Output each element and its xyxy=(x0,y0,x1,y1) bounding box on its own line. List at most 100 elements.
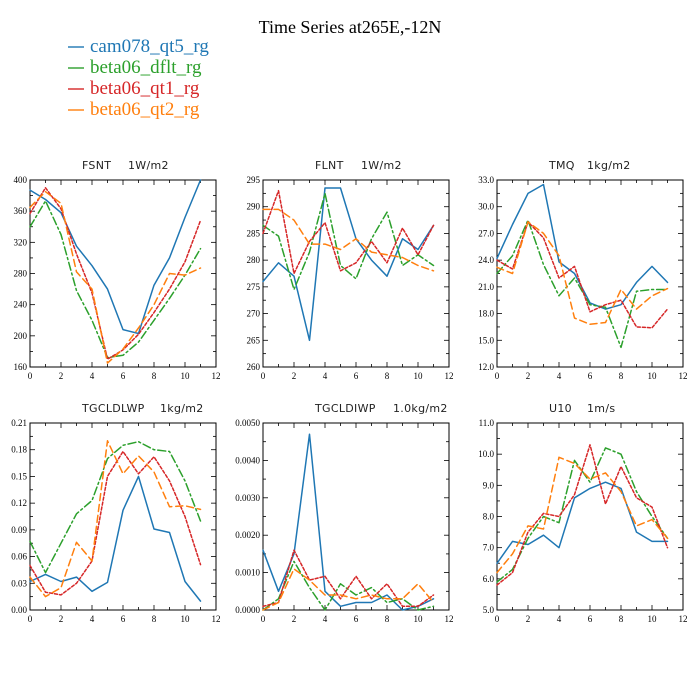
x-tick-label: 2 xyxy=(292,614,297,624)
y-tick-label: 160 xyxy=(14,362,28,372)
figure-title: Time Series at265E,-12N xyxy=(259,17,442,37)
series-line-beta06_qt2_rg xyxy=(29,440,202,598)
panel-units: 1W/m2 xyxy=(128,159,169,172)
y-tick-label: 0.0000 xyxy=(235,605,260,615)
x-tick-label: 2 xyxy=(526,614,531,624)
x-tick-label: 8 xyxy=(152,614,157,624)
x-tick-label: 10 xyxy=(181,371,191,381)
x-tick-label: 12 xyxy=(212,614,221,624)
x-tick-label: 8 xyxy=(619,371,624,381)
panels: FSNT 1W/m20 2 4 6 8 10 12160200240280320360400F… xyxy=(11,159,687,624)
series-line-beta06_qt2_rg xyxy=(262,568,435,611)
x-tick-label: 6 xyxy=(354,371,359,381)
y-tick-label: 400 xyxy=(14,175,28,185)
y-tick-label: 360 xyxy=(14,206,28,216)
legend-label: beta06_qt2_rg xyxy=(90,99,200,120)
y-tick-label: 21.0 xyxy=(478,282,494,292)
panel-tmq: TMQ 1kg/m2 0 2 4 6 8 10 12 12.0 15.0 18.0 21.0 24.0 27… xyxy=(478,159,687,381)
x-tick-label: 4 xyxy=(557,371,562,381)
x-tick-label: 12 xyxy=(679,614,688,624)
x-tick-label: 6 xyxy=(121,614,126,624)
panel-units: 1W/m2 xyxy=(361,159,402,172)
panel-title: TGCLDLWP xyxy=(81,402,145,415)
y-tick-label: 320 xyxy=(14,237,28,247)
series-line-beta06_qt1_rg xyxy=(262,549,435,608)
y-tick-label: 10.0 xyxy=(478,449,494,459)
y-tick-label: 0.03 xyxy=(11,578,27,588)
series-line-beta06_qt2_rg xyxy=(496,456,669,574)
y-tick-label: 33.0 xyxy=(478,175,494,185)
series-line-cam078_qt5_rg xyxy=(496,481,669,565)
x-tick-label: 8 xyxy=(385,371,390,381)
x-tick-label: 12 xyxy=(212,371,221,381)
x-tick-label: 4 xyxy=(557,614,562,624)
y-tick-label: 240 xyxy=(14,300,28,310)
y-tick-label: 0.18 xyxy=(11,445,27,455)
y-tick-label: 270 xyxy=(247,309,261,319)
series-line-beta06_dflt_rg xyxy=(29,440,202,574)
panel-fsnt: FSNT 1W/m2 0 2 4 6 8 10 12 160 200 240 280 320 360 400 xyxy=(14,159,221,381)
legend-label: beta06_dflt_rg xyxy=(90,57,202,78)
series-line-cam078_qt5_rg xyxy=(29,179,202,335)
y-tick-label: 5.0 xyxy=(483,605,495,615)
y-tick-label: 0.09 xyxy=(11,525,27,535)
y-tick-label: 0.0030 xyxy=(235,493,260,503)
series-line-beta06_dflt_rg xyxy=(496,219,669,349)
y-tick-label: 0.0050 xyxy=(235,418,260,428)
y-tick-label: 27.0 xyxy=(478,228,494,238)
x-tick-label: 0 xyxy=(495,371,500,381)
x-tick-label: 8 xyxy=(152,371,157,381)
y-tick-label: 295 xyxy=(247,175,261,185)
x-tick-label: 6 xyxy=(354,614,359,624)
y-tick-label: 0.15 xyxy=(11,471,27,481)
y-tick-label: 200 xyxy=(14,331,28,341)
y-tick-label: 30.0 xyxy=(478,202,494,212)
y-tick-label: 0.00 xyxy=(11,605,27,615)
series-line-beta06_qt1_rg xyxy=(496,444,669,586)
series-line-beta06_qt1_rg xyxy=(496,221,669,329)
series-line-beta06_dflt_rg xyxy=(29,200,202,359)
panel-title: FLNT xyxy=(315,159,344,172)
y-tick-label: 275 xyxy=(247,282,261,292)
legend-label: beta06_qt1_rg xyxy=(90,78,200,99)
x-tick-label: 0 xyxy=(261,371,266,381)
panel-units: 1.0kg/m2 xyxy=(393,402,448,415)
plot-frame xyxy=(496,179,684,368)
panel-title: U10 xyxy=(549,402,572,415)
y-tick-label: 280 xyxy=(247,255,261,265)
y-tick-label: 265 xyxy=(247,335,261,345)
y-tick-label: 24.0 xyxy=(478,255,494,265)
legend: cam078_qt5_rgbeta06_dflt_rgbeta06_qt1_rg… xyxy=(68,36,209,120)
panel-units: 1kg/m2 xyxy=(587,159,631,172)
y-tick-label: 0.0010 xyxy=(235,568,260,578)
y-tick-label: 290 xyxy=(247,202,261,212)
panel-flnt: FLNT 1W/m2 0 2 4 6 8 10 12 260 265 270 275 280 285 290 2… xyxy=(247,159,454,381)
y-tick-label: 0.12 xyxy=(11,498,27,508)
x-tick-label: 6 xyxy=(588,371,593,381)
x-tick-label: 10 xyxy=(414,614,424,624)
panel-units: 1kg/m2 xyxy=(160,402,204,415)
x-tick-label: 0 xyxy=(28,371,33,381)
x-tick-label: 0 xyxy=(495,614,500,624)
y-tick-label: 285 xyxy=(247,228,261,238)
series-line-cam078_qt5_rg xyxy=(262,433,435,611)
y-tick-label: 6.0 xyxy=(483,574,495,584)
x-tick-label: 4 xyxy=(90,614,95,624)
y-tick-label: 280 xyxy=(14,269,28,279)
legend-label: cam078_qt5_rg xyxy=(90,36,209,57)
y-tick-label: 260 xyxy=(247,362,261,372)
y-tick-label: 11.0 xyxy=(479,418,495,428)
x-tick-label: 4 xyxy=(323,371,328,381)
series-line-cam078_qt5_rg xyxy=(262,187,435,342)
x-tick-label: 2 xyxy=(292,371,297,381)
x-tick-label: 10 xyxy=(648,614,658,624)
series-line-beta06_qt1_rg xyxy=(29,450,202,596)
x-tick-label: 4 xyxy=(90,371,95,381)
series-line-beta06_qt2_rg xyxy=(29,190,202,364)
y-tick-label: 18.0 xyxy=(478,309,494,319)
series-line-beta06_qt2_rg xyxy=(496,221,669,326)
series-line-beta06_qt1_rg xyxy=(262,189,435,275)
y-tick-label: 9.0 xyxy=(483,480,495,490)
panel-units: 1m/s xyxy=(587,402,615,415)
